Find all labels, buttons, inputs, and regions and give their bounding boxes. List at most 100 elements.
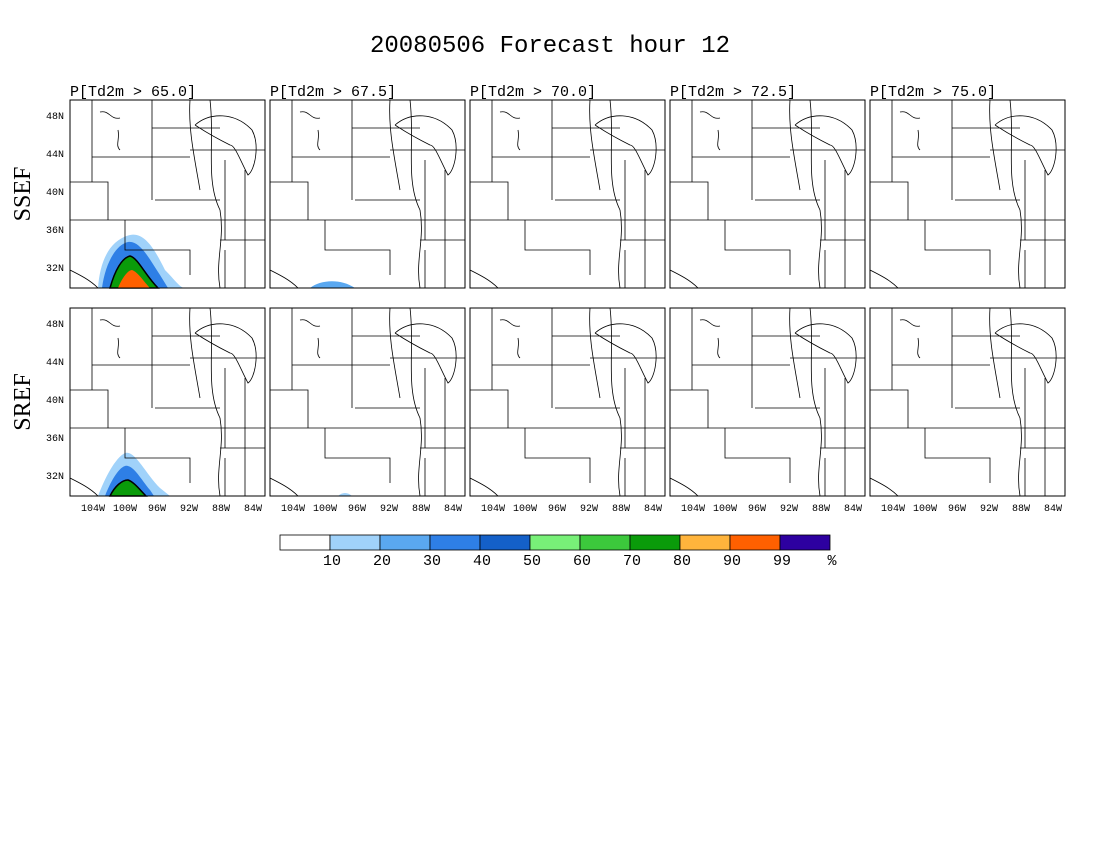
map-panel <box>669 99 866 289</box>
lat-label: 48N <box>46 320 64 331</box>
colorbar-box <box>679 534 731 551</box>
colorbar-box <box>529 534 581 551</box>
colorbar-label: 90 <box>723 553 741 570</box>
state-borders <box>70 308 265 496</box>
lat-label: 44N <box>46 358 64 369</box>
lon-label: 96W <box>948 504 966 515</box>
column-title: P[Td2m > 72.5] <box>670 84 796 101</box>
prob-area <box>118 270 150 288</box>
lon-label: 96W <box>748 504 766 515</box>
colorbar-box <box>729 534 781 551</box>
state-borders <box>70 100 265 288</box>
map-panel <box>869 99 1066 289</box>
map-panel <box>269 307 466 497</box>
colorbar-label: 40 <box>473 553 491 570</box>
map-panel <box>469 307 666 497</box>
panel-frame <box>269 307 466 497</box>
lon-label: 84W <box>444 504 462 515</box>
colorbar-label: 10 <box>323 553 341 570</box>
colorbar-box <box>579 534 631 551</box>
state-borders <box>270 100 465 288</box>
prob-area <box>338 493 352 496</box>
lon-label: 84W <box>644 504 662 515</box>
state-borders <box>870 100 1065 288</box>
lon-label: 92W <box>780 504 798 515</box>
lon-label: 100W <box>313 504 337 515</box>
map-panel <box>269 99 466 289</box>
panel-frame <box>269 99 466 289</box>
lon-label: 96W <box>148 504 166 515</box>
colorbar-label: 60 <box>573 553 591 570</box>
prob-area <box>310 281 355 288</box>
lon-label: 92W <box>180 504 198 515</box>
row-label: SREF <box>10 373 36 430</box>
lat-label: 32N <box>46 472 64 483</box>
state-borders <box>670 308 865 496</box>
colorbar-box <box>779 534 831 551</box>
column-title: P[Td2m > 65.0] <box>70 84 196 101</box>
lon-label: 96W <box>348 504 366 515</box>
lon-label: 100W <box>513 504 537 515</box>
lat-label: 44N <box>46 150 64 161</box>
lat-label: 36N <box>46 226 64 237</box>
colorbar-label: 80 <box>673 553 691 570</box>
panel-frame <box>869 307 1066 497</box>
colorbar-box <box>429 534 481 551</box>
colorbar-label: 30 <box>423 553 441 570</box>
lon-label: 104W <box>881 504 905 515</box>
state-borders <box>470 100 665 288</box>
colorbar-box <box>629 534 681 551</box>
map-panel <box>69 99 266 289</box>
lat-label: 48N <box>46 112 64 123</box>
column-title: P[Td2m > 67.5] <box>270 84 396 101</box>
lat-label: 36N <box>46 434 64 445</box>
lat-label: 40N <box>46 396 64 407</box>
state-borders <box>670 100 865 288</box>
map-panel <box>669 307 866 497</box>
column-title: P[Td2m > 75.0] <box>870 84 996 101</box>
map-panel <box>69 307 266 497</box>
colorbar-label: 50 <box>523 553 541 570</box>
map-panel <box>469 99 666 289</box>
colorbar-box <box>379 534 431 551</box>
lon-label: 88W <box>612 504 630 515</box>
panel-frame <box>669 99 866 289</box>
lon-label: 92W <box>380 504 398 515</box>
row-label: SSEF <box>10 167 36 222</box>
lon-label: 88W <box>212 504 230 515</box>
lat-label: 32N <box>46 264 64 275</box>
panel-frame <box>669 307 866 497</box>
lon-label: 104W <box>81 504 105 515</box>
colorbar-label: 70 <box>623 553 641 570</box>
lon-label: 84W <box>844 504 862 515</box>
lon-label: 100W <box>913 504 937 515</box>
state-borders <box>470 308 665 496</box>
column-title: P[Td2m > 70.0] <box>470 84 596 101</box>
colorbar-label: 20 <box>373 553 391 570</box>
colorbar-box <box>279 534 331 551</box>
lon-label: 88W <box>1012 504 1030 515</box>
panel-frame <box>69 307 266 497</box>
state-borders <box>870 308 1065 496</box>
panel-frame <box>469 99 666 289</box>
prob-area <box>108 479 148 497</box>
panel-frame <box>469 307 666 497</box>
lat-label: 40N <box>46 188 64 199</box>
figure-title: 20080506 Forecast hour 12 <box>370 33 730 60</box>
lon-label: 104W <box>481 504 505 515</box>
lon-label: 104W <box>681 504 705 515</box>
lon-label: 100W <box>713 504 737 515</box>
lon-label: 88W <box>412 504 430 515</box>
colorbar-label: 99 <box>773 553 791 570</box>
colorbar-label: % <box>827 553 837 570</box>
panel-frame <box>869 99 1066 289</box>
lon-label: 88W <box>812 504 830 515</box>
colorbar-box <box>479 534 531 551</box>
lon-label: 84W <box>244 504 262 515</box>
lon-label: 84W <box>1044 504 1062 515</box>
lon-label: 104W <box>281 504 305 515</box>
lon-label: 100W <box>113 504 137 515</box>
lon-label: 92W <box>980 504 998 515</box>
state-borders <box>270 308 465 496</box>
